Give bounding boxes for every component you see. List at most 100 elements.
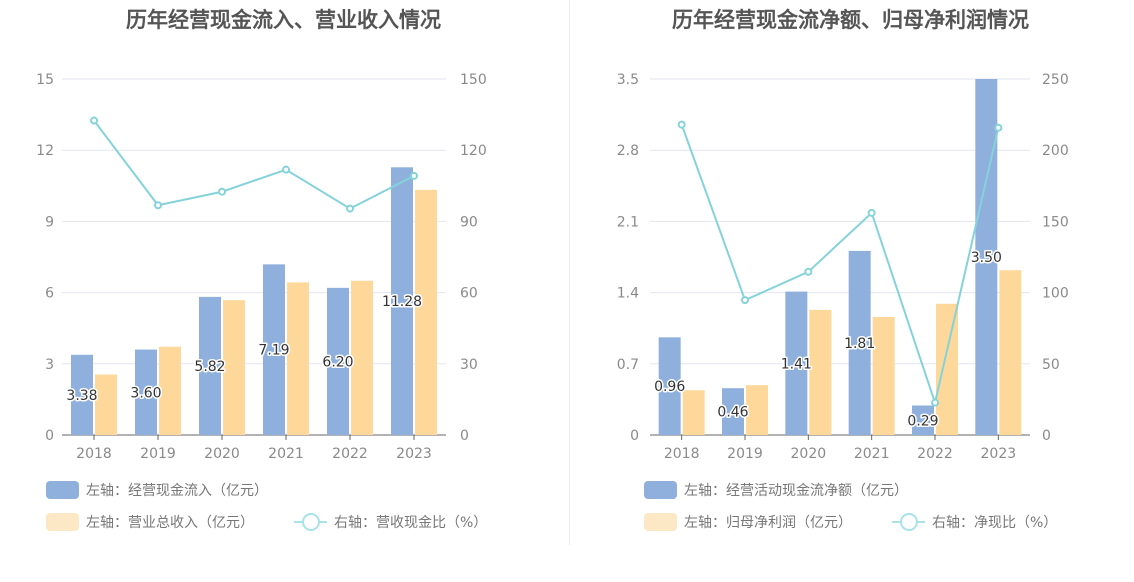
- x-axis-tick-label: 2023: [981, 446, 1017, 462]
- bar-cash-inflow: [71, 354, 93, 435]
- x-axis-tick-label: 2018: [76, 446, 112, 462]
- left-axis-tick-label: 0.7: [617, 357, 639, 373]
- bar-data-label: 0.96: [654, 379, 685, 395]
- bar-revenue: [159, 346, 181, 435]
- bar-net-profit: [872, 317, 895, 435]
- ratio-line-point: [994, 123, 1003, 132]
- bar-net-cash-flow: [975, 79, 998, 435]
- x-axis-tick-label: 2018: [664, 446, 700, 462]
- legend-swatch-bar2: [46, 513, 79, 531]
- legend-label: 左轴：经营活动现金流净额（亿元）: [684, 483, 908, 499]
- right-axis-tick-label: 50: [1042, 357, 1060, 373]
- x-axis-tick-label: 2021: [854, 446, 890, 462]
- ratio-line-point: [90, 116, 98, 125]
- left-chart-panel: 历年经营现金流入、营业收入情况 0 3 6 9 12 15 0 30 60 90 120 150 201…: [36, 8, 487, 532]
- right-axis-tick-label: 250: [1042, 72, 1069, 88]
- ratio-line-point: [346, 204, 354, 213]
- bar-data-label: 11.28: [382, 294, 422, 310]
- bar-net-cash-flow: [722, 388, 744, 435]
- right-axis-tick-label: 150: [1042, 214, 1069, 230]
- bar-cash-inflow: [135, 349, 157, 435]
- bar-revenue: [95, 374, 117, 435]
- left-axis-tick-label: 1.4: [617, 286, 639, 302]
- bar-data-label: 1.81: [844, 336, 875, 352]
- left-axis-tick-label: 15: [36, 72, 54, 88]
- ratio-line: [680, 124, 1000, 407]
- ratio-line: [93, 119, 415, 210]
- right-axis-tick-label: 0: [460, 428, 469, 444]
- right-axis-tick-label: 60: [460, 286, 478, 302]
- left-axis-tick-label: 0: [45, 428, 54, 444]
- ratio-line-point: [931, 398, 939, 407]
- bar-revenue: [223, 300, 245, 435]
- left-axis-tick-label: 0: [630, 428, 639, 444]
- right-chart-plot: 00.71.42.12.83.505010015020025020180.962…: [617, 72, 1069, 462]
- legend-item-ratio[interactable]: 右轴：营收现金比（%）: [294, 512, 487, 532]
- legend-label: 右轴：净现比（%）: [932, 515, 1058, 531]
- ratio-line-point: [741, 296, 749, 305]
- ratio-line-point: [677, 120, 686, 129]
- bar-data-label: 6.20: [322, 354, 353, 370]
- bar-revenue: [415, 189, 437, 435]
- bar-net-profit: [682, 390, 705, 435]
- bar-cash-inflow: [327, 287, 349, 435]
- x-axis-tick-label: 2022: [917, 446, 953, 462]
- ratio-line-point: [154, 201, 162, 210]
- left-axis-tick-label: 6: [45, 286, 54, 302]
- left-chart-plot: 03691215030609012015020183.3820193.60202…: [36, 72, 487, 462]
- x-axis-tick-label: 2021: [268, 446, 304, 462]
- bar-data-label: 0.46: [717, 405, 748, 421]
- right-axis-tick-label: 100: [1042, 286, 1069, 302]
- bar-net-cash-flow: [912, 405, 934, 435]
- bar-data-label: 1.41: [781, 356, 812, 372]
- right-axis-tick-label: 120: [460, 143, 487, 159]
- legend-label: 左轴：营业总收入（亿元）: [86, 515, 254, 531]
- right-chart-title: 历年经营现金流净额、归母净利润情况: [672, 8, 1029, 32]
- left-axis-tick-label: 3.5: [617, 72, 639, 88]
- right-axis-tick-label: 30: [460, 357, 478, 373]
- right-axis-tick-label: 200: [1042, 143, 1069, 159]
- x-axis-tick-label: 2022: [332, 446, 368, 462]
- left-axis-tick-label: 2.1: [617, 214, 639, 230]
- legend-swatch-bar1: [46, 481, 79, 499]
- panel-divider: [569, 0, 570, 545]
- legend-label: 左轴：经营现金流入（亿元）: [86, 483, 268, 499]
- legend-swatch-line-icon: [294, 513, 327, 531]
- right-axis-tick-label: 150: [460, 72, 487, 88]
- legend-swatch-line-icon: [892, 513, 925, 531]
- bar-data-label: 3.50: [971, 250, 1002, 266]
- ratio-line-point: [282, 165, 290, 174]
- bar-cash-inflow: [199, 296, 221, 435]
- bar-net-cash-flow: [658, 337, 681, 435]
- legend-item-net-cash-flow[interactable]: 左轴：经营活动现金流净额（亿元）: [644, 480, 908, 500]
- bar-data-label: 7.19: [258, 343, 289, 359]
- legend-swatch-bar1: [644, 481, 677, 499]
- bar-data-label: 0.29: [907, 413, 938, 429]
- bar-net-profit: [746, 385, 768, 435]
- ratio-line-point: [410, 171, 418, 180]
- ratio-line-point: [804, 267, 813, 276]
- bar-revenue: [351, 280, 373, 435]
- left-axis-tick-label: 3: [45, 357, 54, 373]
- bar-data-label: 5.82: [194, 359, 225, 375]
- left-chart-title: 历年经营现金流入、营业收入情况: [126, 8, 441, 32]
- legend-swatch-bar2: [644, 513, 677, 531]
- bar-net-cash-flow: [848, 250, 871, 435]
- legend-item-cash-ratio[interactable]: 右轴：净现比（%）: [892, 512, 1057, 532]
- x-axis-tick-label: 2020: [791, 446, 827, 462]
- right-axis-tick-label: 0: [1042, 428, 1051, 444]
- legend-label: 左轴：归母净利润（亿元）: [684, 515, 852, 531]
- legend-item-net-profit[interactable]: 左轴：归母净利润（亿元）: [644, 512, 852, 532]
- bar-net-cash-flow: [785, 291, 808, 435]
- bar-cash-inflow: [263, 264, 285, 435]
- legend-item-cash-inflow[interactable]: 左轴：经营现金流入（亿元）: [46, 480, 268, 500]
- legend-item-revenue[interactable]: 左轴：营业总收入（亿元）: [46, 512, 254, 532]
- bar-cash-inflow: [391, 167, 413, 435]
- x-axis-tick-label: 2020: [204, 446, 240, 462]
- bar-data-label: 3.38: [66, 388, 97, 404]
- left-axis-tick-label: 2.8: [617, 143, 639, 159]
- bar-net-profit: [936, 303, 958, 435]
- left-axis-tick-label: 9: [45, 214, 54, 230]
- x-axis-tick-label: 2019: [140, 446, 176, 462]
- bar-revenue: [287, 282, 309, 435]
